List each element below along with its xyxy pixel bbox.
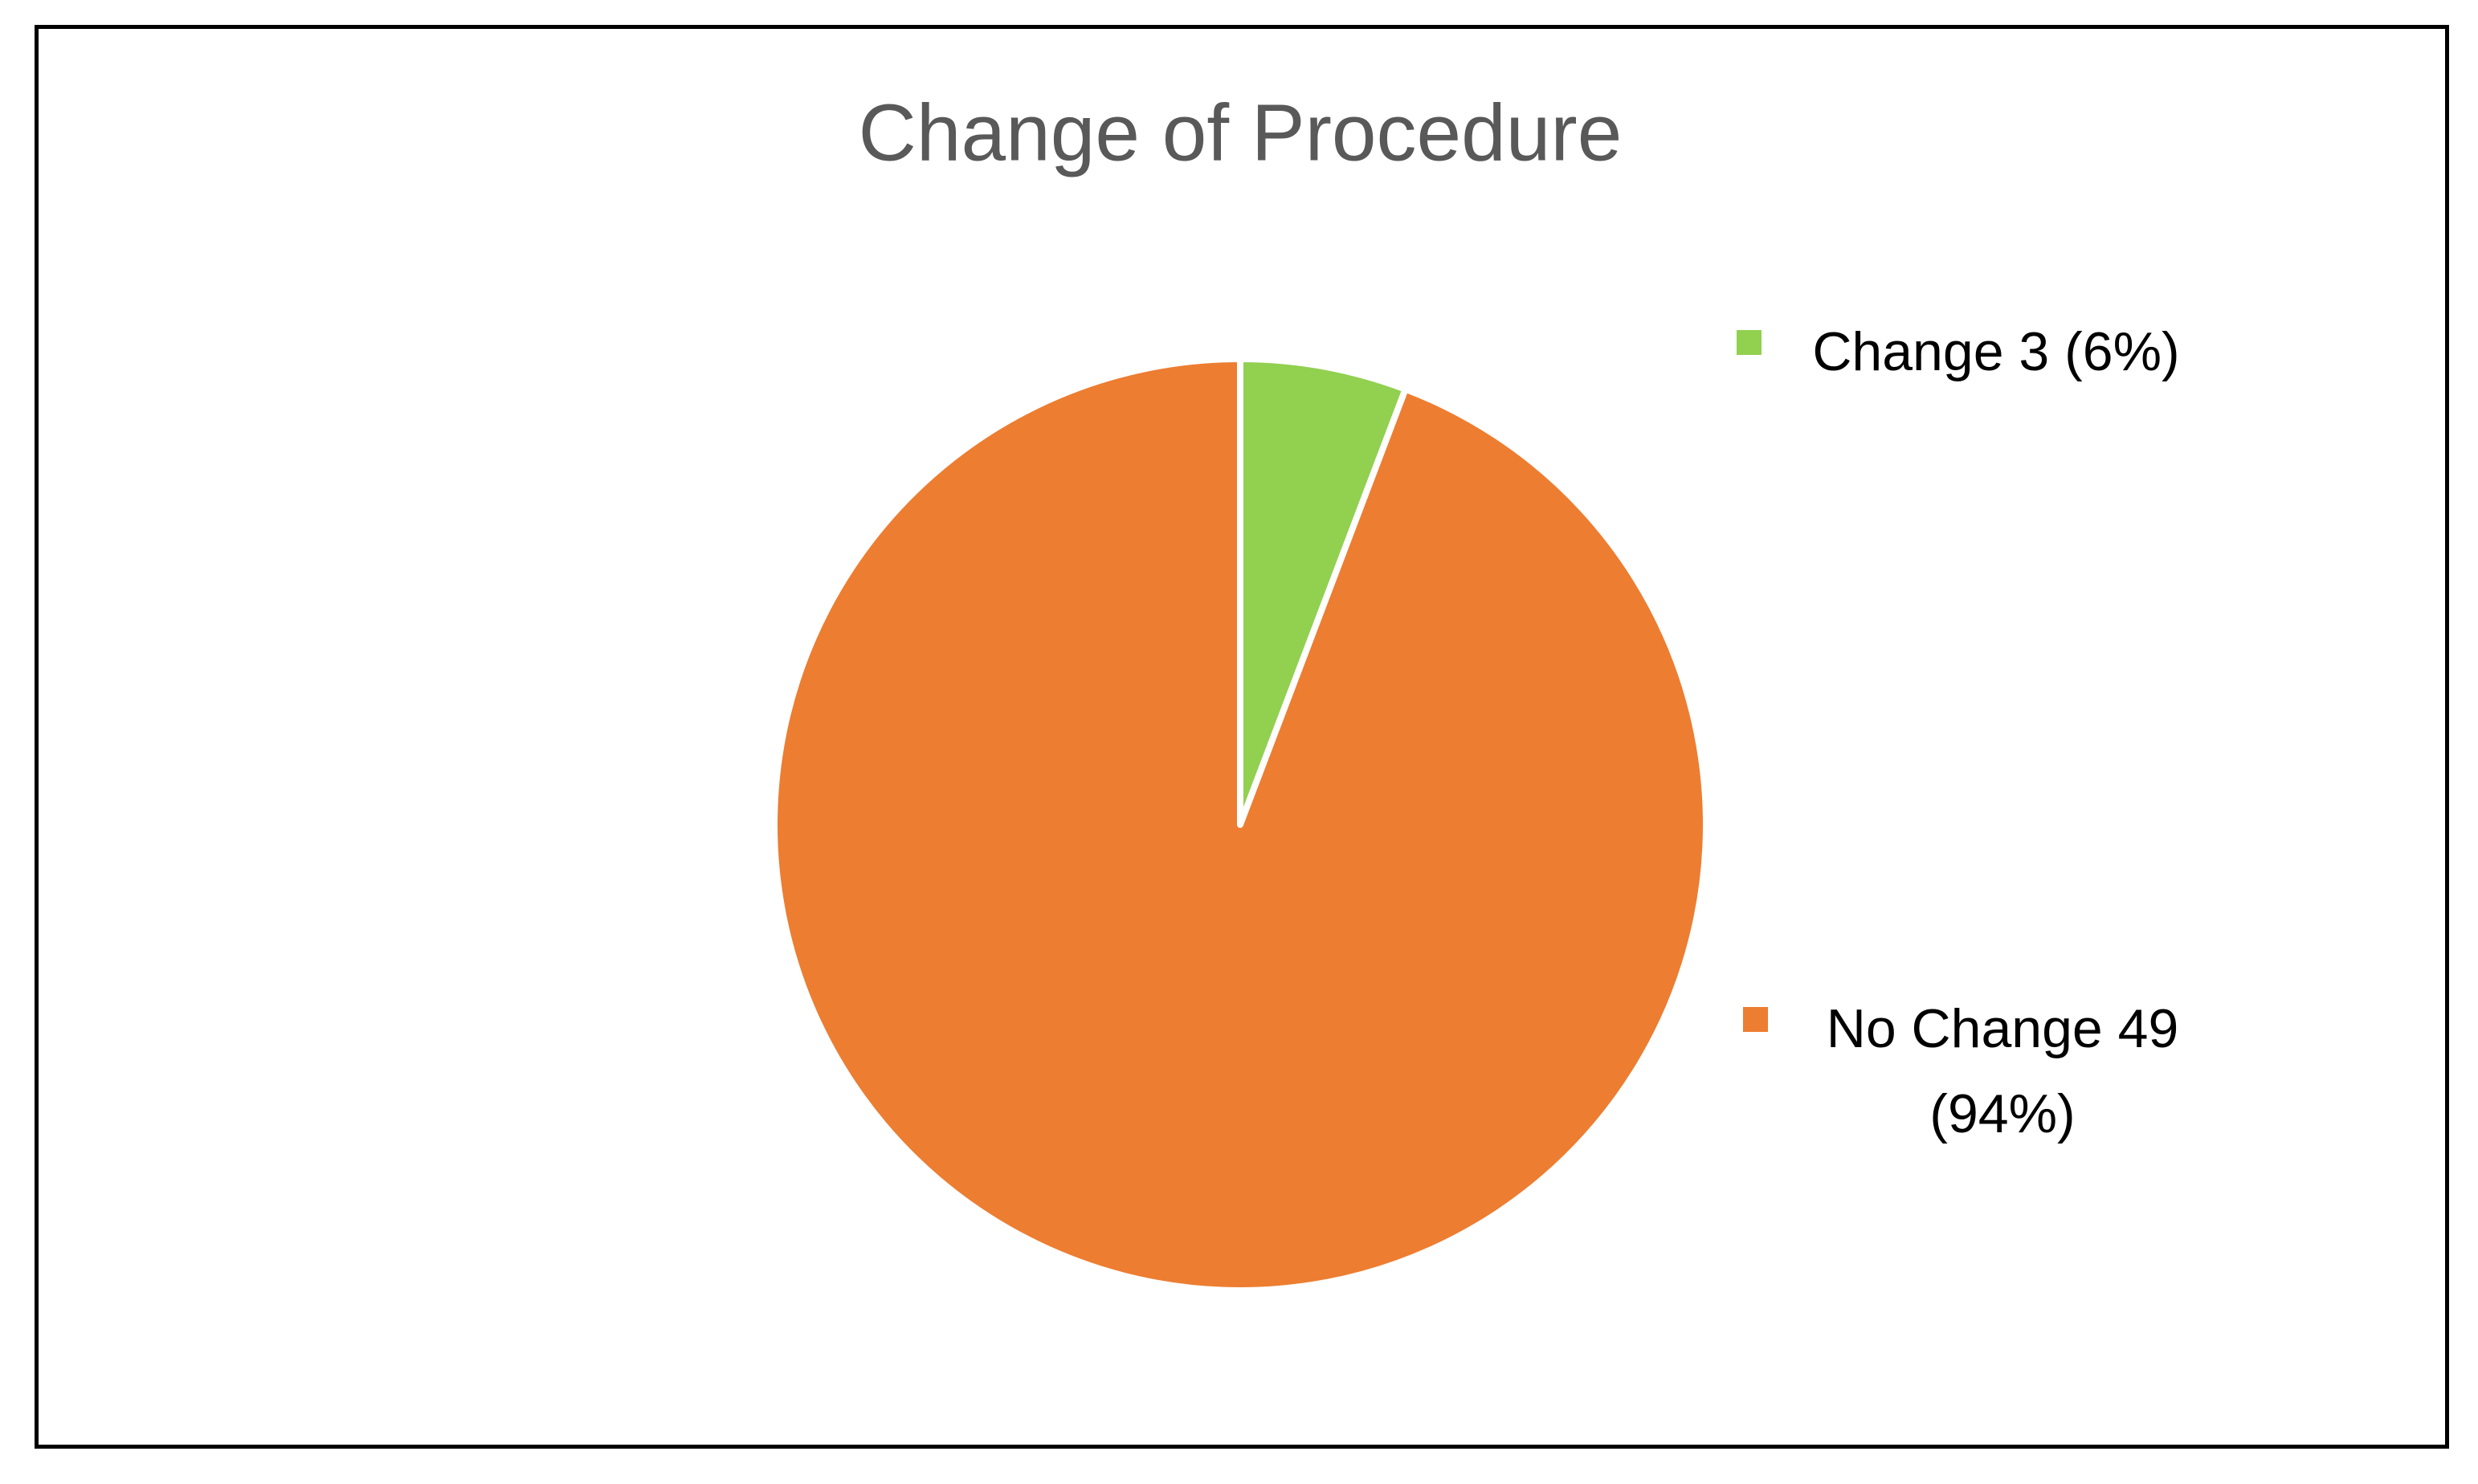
- legend-item: No Change 49 (94%): [1743, 986, 2219, 1156]
- legend-label: No Change 49 (94%): [1826, 998, 2179, 1144]
- legend-swatch: [1737, 330, 1762, 355]
- legend-swatch: [1743, 1007, 1768, 1032]
- chart-title: Change of Procedure: [859, 88, 1623, 177]
- legend-item: Change 3 (6%): [1737, 309, 2213, 394]
- legend-label: Change 3 (6%): [1812, 321, 2180, 382]
- chart-frame: [35, 25, 2449, 1449]
- pie-slice: [771, 356, 1709, 1294]
